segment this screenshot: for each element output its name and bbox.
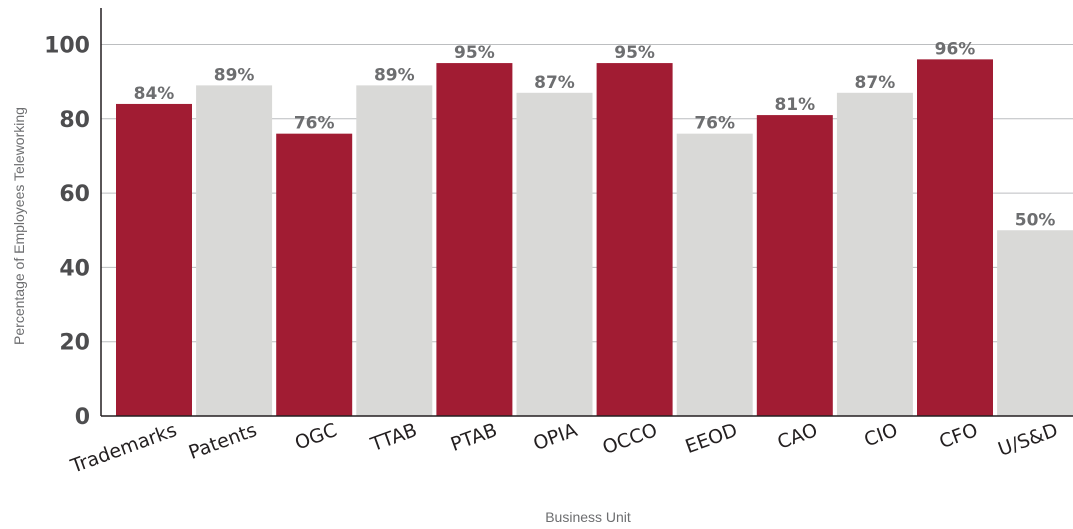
y-axis-title: Percentage of Employees Teleworking xyxy=(11,107,27,345)
bar-cfo xyxy=(917,59,993,417)
bar-ptab xyxy=(436,63,513,416)
x-tick-label-ogc: OGC xyxy=(292,419,340,454)
x-axis-title: Business Unit xyxy=(545,509,631,525)
bar-u-s-d xyxy=(997,230,1073,416)
x-tick-label-ptab: PTAB xyxy=(448,419,500,456)
x-tick-label-cao: CAO xyxy=(775,419,821,454)
data-label-ogc: 76% xyxy=(294,114,335,134)
bar-cio xyxy=(836,92,913,417)
data-label-cao: 81% xyxy=(774,95,815,115)
y-tick-label-40: 40 xyxy=(59,256,90,281)
x-axis-ticks: Trademarks Patents OGC TTAB PTAB OPIA OCCO EEOD… xyxy=(67,419,1061,478)
y-axis-ticks: 0 20 40 60 80 100 xyxy=(44,34,90,431)
data-labels: 84% 89% 76% 89% 95% 87% 95% 76% 81% 87% 96% 50% xyxy=(134,39,1056,230)
data-label-u-s-d: 50% xyxy=(1015,210,1056,230)
data-label-cfo: 96% xyxy=(935,39,976,59)
bar-ogc xyxy=(276,133,353,416)
x-tick-label-opia: OPIA xyxy=(530,419,580,455)
data-label-eeod: 76% xyxy=(694,114,735,134)
x-tick-label-occo: OCCO xyxy=(600,419,661,459)
bars xyxy=(116,59,1073,417)
bar-trademarks xyxy=(116,103,192,416)
x-tick-label-u-s-d: U/S&D xyxy=(995,419,1061,461)
y-tick-label-80: 80 xyxy=(59,108,90,133)
bar-patents xyxy=(196,85,273,417)
bar-cao xyxy=(756,115,833,417)
y-tick-label-0: 0 xyxy=(75,405,90,430)
x-tick-label-cfo: CFO xyxy=(936,419,980,453)
bar-ttab xyxy=(356,85,433,417)
bar-opia xyxy=(516,92,593,417)
data-label-ttab: 89% xyxy=(374,65,415,85)
x-tick-label-eeod: EEOD xyxy=(683,419,741,458)
data-label-trademarks: 84% xyxy=(134,84,175,104)
data-label-occo: 95% xyxy=(614,43,655,63)
data-label-ptab: 95% xyxy=(454,43,495,63)
x-tick-label-ttab: TTAB xyxy=(367,419,420,456)
x-tick-label-cio: CIO xyxy=(861,419,900,451)
data-label-cio: 87% xyxy=(855,73,896,93)
x-tick-label-patents: Patents xyxy=(186,419,260,464)
data-label-patents: 89% xyxy=(214,65,255,85)
bar-occo xyxy=(596,63,673,416)
y-tick-label-20: 20 xyxy=(59,331,90,356)
bar-eeod xyxy=(676,133,753,416)
data-label-opia: 87% xyxy=(534,73,575,93)
y-tick-label-100: 100 xyxy=(44,34,90,59)
y-tick-label-60: 60 xyxy=(59,182,90,207)
